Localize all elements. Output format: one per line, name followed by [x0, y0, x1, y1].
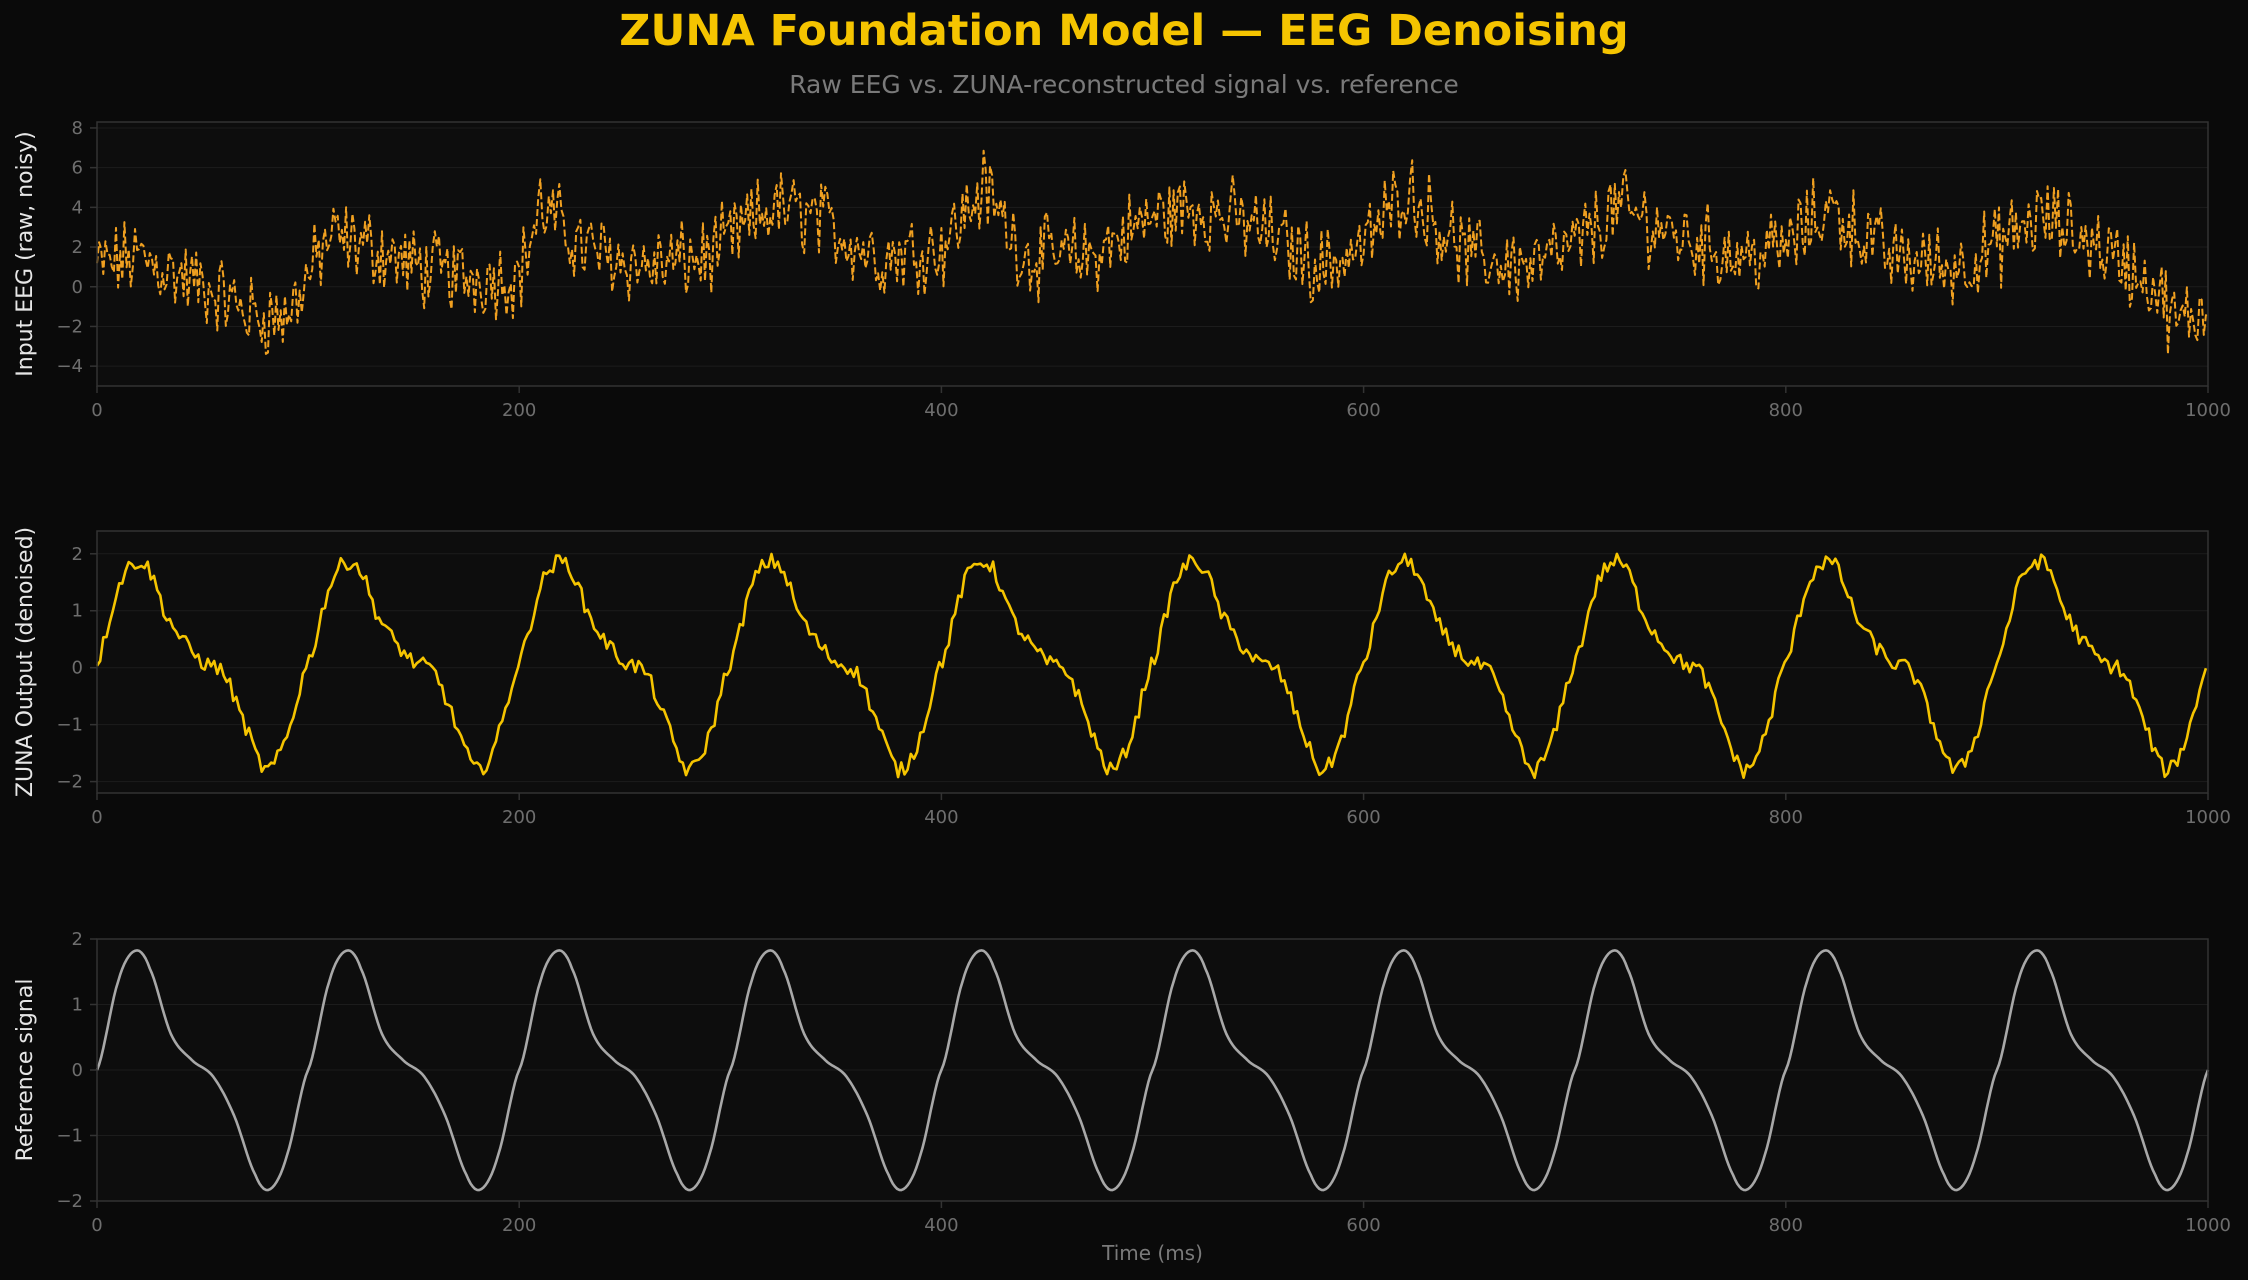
y-tick-label: 2	[72, 237, 83, 258]
y-tick-label: −2	[56, 316, 83, 337]
chart-subtitle: Raw EEG vs. ZUNA-reconstructed signal vs…	[789, 70, 1459, 99]
x-tick-label: 0	[91, 400, 102, 421]
y-tick-label: −1	[56, 715, 83, 736]
y-axis-label: Input EEG (raw, noisy)	[13, 131, 38, 376]
x-tick-label: 600	[1346, 1215, 1380, 1236]
x-tick-label: 0	[91, 807, 102, 828]
x-tick-label: 800	[1769, 1215, 1803, 1236]
x-tick-label: 600	[1346, 807, 1380, 828]
y-axis-label: Reference signal	[13, 979, 38, 1162]
x-axis-label: Time (ms)	[1101, 1241, 1203, 1265]
plot-area	[97, 122, 2208, 386]
y-tick-label: 0	[72, 1060, 83, 1081]
y-tick-label: 1	[72, 995, 83, 1016]
x-tick-label: 200	[502, 807, 536, 828]
x-tick-label: 400	[924, 1215, 958, 1236]
y-tick-label: −2	[56, 1191, 83, 1212]
y-tick-label: −1	[56, 1126, 83, 1147]
axes-frame	[96, 530, 2209, 794]
x-tick-label: 1000	[2185, 807, 2231, 828]
y-tick-label: 0	[72, 658, 83, 679]
y-tick-label: 0	[72, 277, 83, 298]
series-line	[95, 949, 2210, 1192]
axes-frame	[96, 121, 2209, 387]
y-axis-label: ZUNA Output (denoised)	[13, 527, 38, 797]
x-tick-label: 800	[1769, 807, 1803, 828]
x-tick-label: 1000	[2185, 1215, 2231, 1236]
y-tick-label: 2	[72, 544, 83, 565]
x-tick-label: 1000	[2185, 400, 2231, 421]
x-tick-label: 200	[502, 1215, 536, 1236]
reference-panel: 0 200 400 600 800 1000 −2 −1 0 1 2 Reference signal…	[13, 929, 2231, 1265]
x-tick-label: 400	[924, 400, 958, 421]
x-tick-label: 0	[91, 1215, 102, 1236]
y-tick-label: 4	[72, 197, 83, 218]
x-tick-label: 400	[924, 807, 958, 828]
input-eeg-panel: 0 200 400 600 800 1000 −4 −2 0 2 4 6 8 Input EEG (raw…	[13, 118, 2231, 421]
y-tick-label: 2	[72, 929, 83, 950]
y-tick-label: −2	[56, 772, 83, 793]
chart-title: ZUNA Foundation Model — EEG Denoising	[619, 6, 1629, 56]
zuna-output-panel: 0 200 400 600 800 1000 −2 −1 0 1 2 ZUNA Output (den…	[13, 527, 2231, 828]
y-tick-label: 1	[72, 601, 83, 622]
y-tick-label: 6	[72, 158, 83, 179]
x-tick-label: 600	[1346, 400, 1380, 421]
y-tick-label: −4	[56, 356, 83, 377]
series-line	[95, 552, 2208, 780]
x-tick-label: 800	[1769, 400, 1803, 421]
series-line	[96, 149, 2209, 355]
y-tick-label: 8	[72, 118, 83, 139]
x-tick-label: 200	[502, 400, 536, 421]
